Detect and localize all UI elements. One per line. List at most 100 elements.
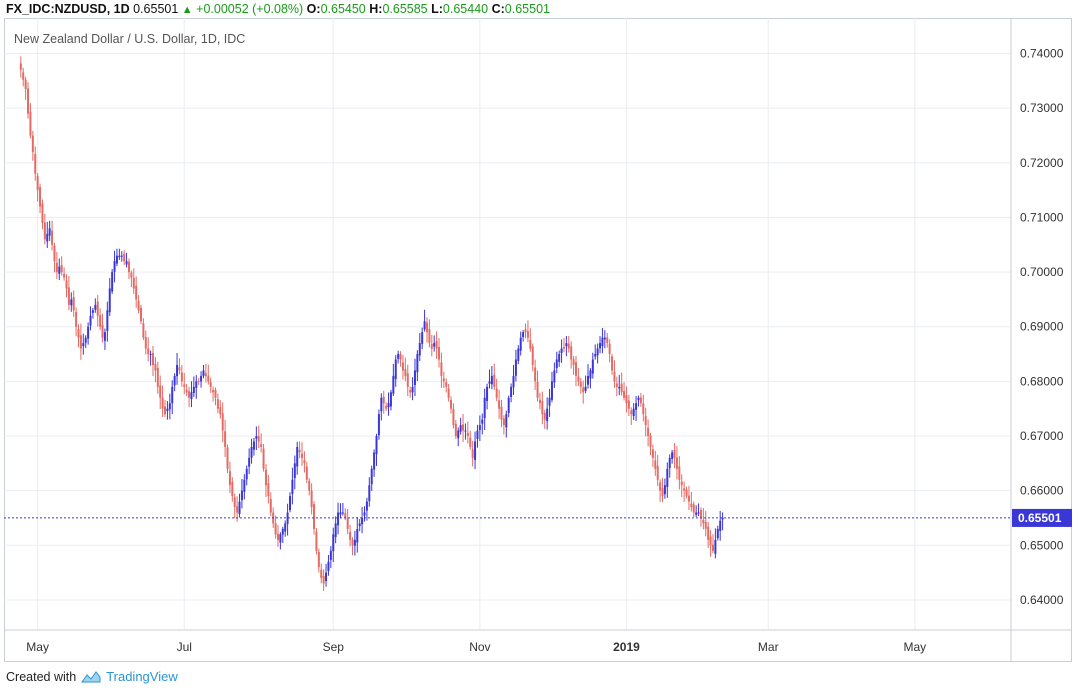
candle-body (96, 301, 99, 316)
candle-body (349, 531, 352, 540)
candle (72, 290, 75, 317)
candle (462, 413, 465, 443)
candle-body (202, 370, 205, 376)
y-tick-label: 0.68000 (1020, 374, 1064, 388)
candle (99, 308, 102, 331)
candle-body (543, 412, 546, 420)
candle (699, 507, 702, 527)
close-label: C: (491, 2, 505, 16)
candle (322, 569, 325, 591)
candle (91, 308, 94, 319)
candle (120, 251, 123, 262)
candle-body (447, 388, 450, 398)
candle (22, 67, 25, 87)
candle (48, 220, 51, 242)
candle (301, 442, 304, 466)
candle-body (471, 449, 474, 458)
candle (618, 374, 621, 396)
candle-body (608, 343, 611, 355)
candle-body (236, 506, 239, 513)
candle (517, 345, 520, 365)
candle (380, 393, 383, 421)
candle (279, 532, 282, 550)
candle-body (219, 407, 222, 415)
candle-body (176, 364, 179, 377)
candle (536, 370, 539, 402)
candle (498, 389, 501, 419)
candle-body (233, 497, 236, 508)
candle (284, 520, 287, 537)
candle-body (493, 374, 496, 387)
candle-body (454, 423, 457, 437)
candle (204, 363, 207, 383)
candle-body (618, 386, 621, 389)
candle-body (313, 504, 316, 529)
candle (51, 220, 54, 251)
candle (558, 350, 561, 367)
candle-body (22, 72, 25, 80)
candle-body (279, 534, 282, 543)
candle-body (39, 187, 42, 207)
candle (649, 432, 652, 456)
candle-body (353, 539, 356, 546)
candle-body (82, 343, 85, 347)
candle-body (452, 408, 455, 426)
candle (546, 397, 549, 430)
candle (570, 341, 573, 369)
change-up-icon: ▲ (181, 4, 193, 16)
candle-body (385, 405, 388, 409)
candle (560, 339, 563, 363)
candle-body (570, 346, 573, 360)
candle (630, 407, 633, 425)
candle-body (329, 550, 332, 560)
candle-body (358, 523, 361, 527)
candle (514, 349, 517, 382)
candle (663, 478, 666, 499)
candle (387, 392, 390, 416)
candle-body (642, 403, 645, 415)
candle-body (584, 386, 587, 391)
price-change: +0.00052 (+0.08%) (196, 2, 304, 16)
candle-body (603, 337, 606, 340)
candle (58, 258, 61, 280)
candle-body (416, 354, 419, 373)
candle-body (209, 381, 212, 387)
candle (363, 506, 366, 522)
candle-body (351, 539, 354, 546)
candle (216, 393, 219, 414)
high-value: 0.65585 (382, 2, 428, 16)
candle (185, 383, 188, 397)
candle-body (135, 285, 138, 300)
candle (707, 521, 710, 548)
candle-body (29, 111, 32, 136)
candle-body (67, 287, 70, 305)
candle-body (173, 375, 176, 386)
candle (534, 359, 537, 390)
candle (507, 395, 510, 418)
y-tick-label: 0.72000 (1020, 156, 1064, 170)
candle-body (476, 430, 479, 440)
candle-body (668, 457, 671, 469)
candle (228, 461, 231, 494)
candle-body (639, 397, 642, 404)
candle-body (303, 460, 306, 464)
tradingview-brand[interactable]: TradingView (106, 669, 178, 684)
candle (464, 423, 467, 440)
chart-frame[interactable] (4, 18, 1072, 662)
x-tick-label: Mar (758, 640, 779, 654)
candle (36, 173, 39, 202)
candle (224, 419, 227, 458)
candle-body (356, 528, 359, 543)
candle (411, 377, 414, 401)
x-tick-label: May (26, 640, 49, 654)
candle (286, 503, 289, 536)
candle (298, 441, 301, 459)
candle (313, 501, 316, 535)
candle (245, 465, 248, 486)
close-value: 0.65501 (504, 2, 550, 16)
candle-body (147, 348, 150, 355)
y-tick-label: 0.73000 (1020, 101, 1064, 115)
candle-body (632, 408, 635, 416)
candle (565, 335, 568, 357)
